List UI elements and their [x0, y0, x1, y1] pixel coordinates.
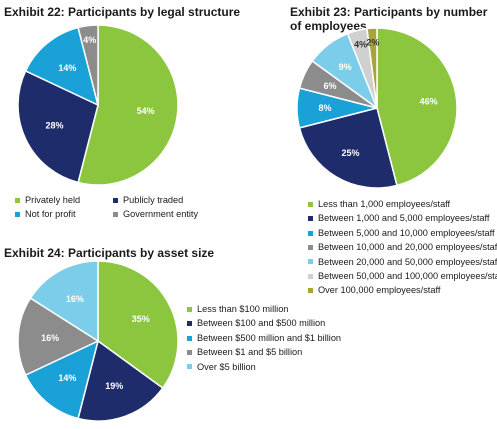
legend-item: Between 10,000 and 20,000 employees/staf… — [308, 240, 497, 254]
legend-label: Between $100 and $500 million — [197, 318, 326, 329]
legend-swatch — [15, 197, 20, 203]
pie-slice-between-1-and-5-billion — [17, 297, 100, 377]
legend-legal-structure: Privately held Publicly traded Not for pro… — [15, 193, 213, 222]
pie-slice-between-100-and-500-million — [77, 339, 164, 422]
slice-value-label: 8% — [318, 103, 331, 113]
legend-swatch — [187, 349, 192, 355]
slice-value-label: 14% — [58, 63, 76, 73]
legend-label: Publicly traded — [123, 195, 184, 205]
pie-slice-between-500-million-and-1-billion — [24, 339, 100, 420]
slice-value-label: 14% — [58, 373, 76, 383]
legend-swatch — [308, 273, 313, 279]
legend-swatch — [308, 216, 313, 222]
legend-swatch — [308, 201, 313, 207]
slice-value-label: 4% — [83, 35, 96, 45]
pie-slice-publicly-traded — [17, 69, 99, 184]
slice-value-label: 35% — [132, 314, 150, 324]
legend-item: Not for profit — [15, 207, 113, 221]
legend-label: Between 5,000 and 10,000 employees/staff — [318, 227, 495, 238]
pie-slice-less-than-1-000-employees-staff — [376, 27, 458, 187]
legend-item: Publicly traded — [113, 193, 213, 207]
slice-value-label: 28% — [46, 120, 64, 130]
slice-value-label: 2% — [366, 38, 379, 48]
legend-item: Between $500 million and $1 billion — [187, 331, 341, 345]
pie-slice-over-100-000-employees-staff — [366, 27, 378, 109]
pie-slice-between-1-000-and-5-000-employees-staff — [298, 107, 398, 189]
legend-swatch — [187, 306, 192, 312]
legend-swatch — [15, 212, 20, 218]
slice-value-label: 9% — [339, 62, 352, 72]
slice-value-label: 54% — [137, 106, 155, 116]
legend-item: Between 20,000 and 50,000 employees/staf… — [308, 255, 497, 269]
slice-value-label: 46% — [420, 96, 438, 106]
pie-slice-over-5-billion — [29, 260, 99, 343]
legend-label: Between 20,000 and 50,000 employees/staf… — [318, 256, 497, 267]
legend-item: Less than $100 million — [187, 302, 341, 316]
legend-swatch — [187, 321, 192, 327]
legend-swatch — [113, 212, 118, 218]
chart-title: Exhibit 24: Participants by asset size — [4, 246, 215, 260]
legend-label: Over $5 billion — [197, 361, 256, 372]
legend-label: Between $1 and $5 billion — [197, 347, 303, 358]
legend-item: Over $5 billion — [187, 360, 341, 374]
legend-item: Over 100,000 employees/staff — [308, 283, 497, 297]
legend-swatch — [187, 335, 192, 341]
slice-value-label: 25% — [342, 148, 360, 158]
legend-item: Government entity — [113, 207, 213, 221]
legend-swatch — [113, 197, 118, 203]
legend-number-of-employees: Less than 1,000 employees/staff Between 1… — [308, 197, 497, 298]
legend-item: Between 1,000 and 5,000 employees/staff — [308, 211, 497, 225]
slice-value-label: 4% — [354, 39, 367, 49]
legend-label: Less than $100 million — [197, 304, 289, 314]
chart-title: Exhibit 22: Participants by legal struct… — [4, 5, 241, 19]
slice-value-label: 16% — [41, 333, 59, 343]
legend-item: Between $100 and $500 million — [187, 316, 341, 330]
slice-value-label: 16% — [66, 294, 84, 304]
legend-item: Less than 1,000 employees/staff — [308, 197, 497, 211]
legend-swatch — [308, 288, 313, 294]
legend-item: Privately held — [15, 193, 113, 207]
legend-label: Between 1,000 and 5,000 employees/staff — [318, 213, 490, 224]
legend-swatch — [308, 230, 313, 236]
legend-item: Between 5,000 and 10,000 employees/staff — [308, 226, 497, 240]
chart-title: Exhibit 23: Participants by number of em… — [290, 5, 488, 33]
legend-item: Between 50,000 and 100,000 employees/sta… — [308, 269, 497, 283]
legend-label: Between 50,000 and 100,000 employees/sta… — [318, 271, 497, 282]
legend-item: Between $1 and $5 billion — [187, 345, 341, 359]
legend-label: Privately held — [25, 195, 81, 205]
pie-slice-less-than-100-million — [97, 260, 179, 390]
pie-slice-not-for-profit — [24, 26, 100, 107]
legend-label: Over 100,000 employees/staff — [318, 285, 441, 296]
legend-label: Government entity — [123, 209, 199, 220]
slice-value-label: 6% — [323, 81, 336, 91]
legend-label: Between 10,000 and 20,000 employees/staf… — [318, 242, 497, 253]
legend-asset-size: Less than $100 million Between $100 and $… — [187, 302, 341, 374]
legend-label: Between $500 million and $1 billion — [197, 332, 342, 343]
pie-slice-government-entity — [77, 24, 99, 106]
legend-swatch — [308, 244, 313, 250]
pie-slice-privately-held — [77, 24, 179, 186]
legend-swatch — [187, 364, 192, 370]
legend-label: Not for profit — [25, 209, 76, 220]
legend-swatch — [308, 259, 313, 265]
slice-value-label: 19% — [105, 381, 123, 391]
legend-label: Less than 1,000 employees/staff — [318, 199, 451, 209]
